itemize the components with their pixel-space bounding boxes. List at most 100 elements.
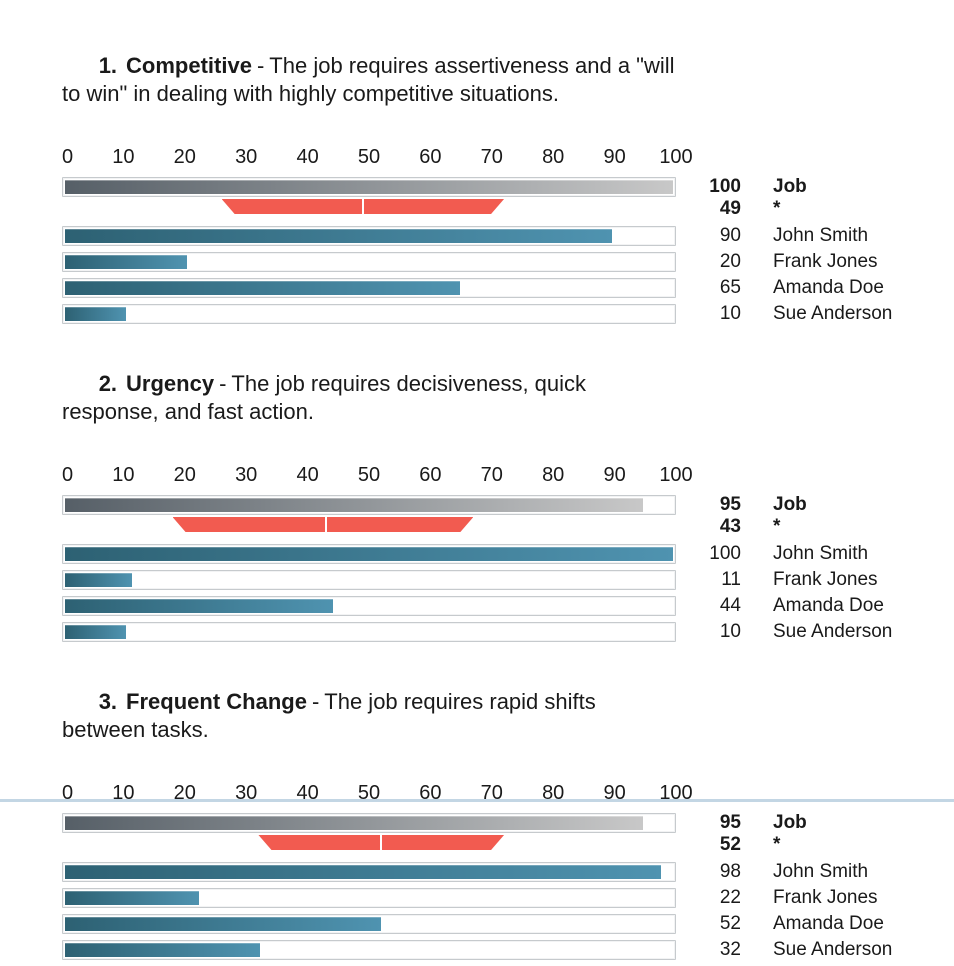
candidate-bar-track: [62, 278, 676, 298]
axis-tick: 80: [542, 464, 565, 486]
candidate-name: Amanda Doe: [773, 277, 884, 298]
axis-tick: 20: [173, 146, 196, 168]
job-value: 95: [719, 494, 741, 515]
bar-rows: 100 Job 49 * 90 John Smith 20 Frank Jone…: [62, 176, 922, 330]
candidate-bar-track: [62, 914, 676, 934]
candidate-bar-track: [62, 940, 676, 960]
candidate-bar: [62, 622, 676, 648]
axis-tick: 90: [603, 464, 626, 486]
axis-tick: 80: [542, 782, 565, 804]
benchmark-range-band: [258, 835, 504, 850]
bar-rows: 95 Job 43 * 100 John Smith 11 Frank Jone…: [62, 494, 922, 648]
axis-tick: 0: [62, 146, 74, 168]
axis-tick: 70: [480, 782, 503, 804]
axis-tick: 50: [357, 464, 381, 486]
axis-tick: 40: [296, 782, 319, 804]
job-bar-fill: [65, 180, 673, 194]
axis-tick: 10: [112, 464, 135, 486]
range-marker-line: [380, 835, 382, 850]
axis-tick: 10: [112, 146, 135, 168]
axis-tick: 10: [112, 782, 135, 804]
x-axis: 0 10 20 30 40 50 60 70 80 90 100: [62, 782, 693, 806]
trait-description: The job requires decisiveness, quick res…: [62, 371, 593, 424]
section-number: 2.: [98, 371, 118, 396]
axis-tick: 80: [542, 146, 565, 168]
range-marker-line: [362, 199, 364, 214]
candidate-bar-track: [62, 544, 676, 564]
candidate-value: 44: [719, 595, 741, 616]
axis-tick: 40: [296, 464, 319, 486]
job-bar-fill: [65, 498, 643, 512]
candidate-value: 90: [719, 225, 741, 246]
axis-tick: 100: [659, 782, 693, 804]
candidate-name: Frank Jones: [773, 887, 878, 908]
section-title: 2. Urgency - The job requires decisiveness,…: [62, 342, 684, 454]
job-bar: [62, 813, 676, 835]
section-number: 1.: [98, 53, 118, 78]
benchmark-range: [62, 517, 676, 532]
candidate-bar: [62, 940, 676, 966]
candidate-bar: [62, 596, 676, 622]
candidate-bar: [62, 544, 676, 570]
axis-tick: 30: [235, 146, 258, 168]
job-label: Job: [773, 176, 807, 197]
candidate-name: Sue Anderson: [773, 303, 893, 324]
candidate-bar: [62, 570, 676, 596]
trait-section-competitive: 1. Competitive - The job requires assertive…: [62, 24, 922, 330]
candidate-name: John Smith: [773, 861, 869, 882]
axis-tick: 50: [357, 146, 381, 168]
benchmark-label: *: [773, 198, 781, 219]
title-separator: -: [256, 53, 265, 78]
title-separator: -: [219, 371, 227, 396]
job-bar-fill: [65, 816, 643, 830]
candidate-name: Amanda Doe: [773, 913, 884, 934]
axis-tick: 60: [419, 464, 442, 486]
candidate-bar-fill: [65, 573, 132, 587]
title-separator: -: [311, 689, 320, 714]
axis-tick: 100: [659, 464, 693, 486]
job-bar: [62, 495, 676, 517]
candidate-bar-fill: [65, 943, 260, 957]
axis-tick: 60: [419, 146, 442, 168]
candidate-value: 52: [719, 913, 741, 934]
trait-section-urgency: 2. Urgency - The job requires decisiveness,…: [62, 342, 922, 648]
axis-tick: 30: [235, 464, 258, 486]
axis-tick: 50: [357, 782, 381, 804]
candidate-bar-track: [62, 622, 676, 642]
section-title: 1. Competitive - The job requires assertive…: [62, 24, 684, 136]
axis-tick: 40: [296, 146, 319, 168]
axis-tick: 60: [419, 782, 442, 804]
candidate-name: Amanda Doe: [773, 595, 884, 616]
candidate-value: 10: [719, 621, 741, 642]
candidate-bar-fill: [65, 547, 673, 561]
candidate-bar-track: [62, 862, 676, 882]
candidate-bar-fill: [65, 865, 661, 879]
candidate-bar-track: [62, 304, 676, 324]
axis-tick: 0: [62, 464, 74, 486]
candidate-bar-fill: [65, 281, 461, 295]
job-value: 100: [709, 176, 741, 197]
candidate-value: 98: [719, 861, 741, 882]
candidate-value: 22: [719, 887, 741, 908]
candidate-bar: [62, 914, 676, 940]
candidate-bar-fill: [65, 625, 126, 639]
candidate-name: Sue Anderson: [773, 621, 893, 642]
candidate-bar-fill: [65, 891, 199, 905]
trait-description: The job requires rapid shifts between ta…: [62, 689, 602, 742]
benchmark-range: [62, 199, 676, 214]
job-label: Job: [773, 812, 807, 833]
candidate-value: 20: [719, 251, 741, 272]
candidate-value: 65: [719, 277, 741, 298]
candidate-bar-fill: [65, 229, 613, 243]
axis-tick: 100: [659, 146, 693, 168]
x-axis: 0 10 20 30 40 50 60 70 80 90 100: [62, 146, 693, 170]
candidate-bar: [62, 862, 676, 888]
candidate-value: 11: [721, 569, 741, 590]
axis-tick: 70: [480, 464, 503, 486]
bar-rows: 95 Job 52 * 98 John Smith 22 Frank Jones…: [62, 812, 922, 966]
candidate-bar-track: [62, 226, 676, 246]
axis-tick: 90: [603, 146, 626, 168]
axis-tick: 30: [235, 782, 258, 804]
benchmark-range: [62, 835, 676, 850]
